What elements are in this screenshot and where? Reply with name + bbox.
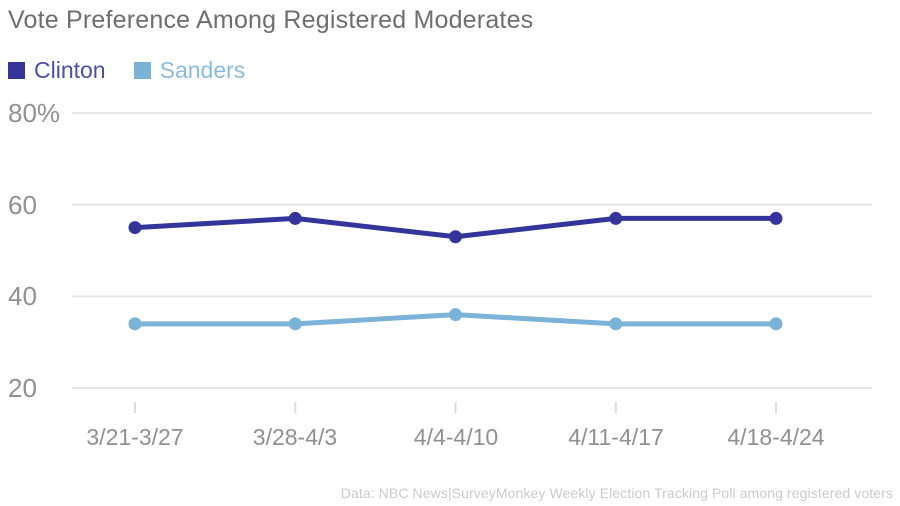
legend-label-sanders: Sanders: [159, 56, 246, 83]
x-axis-label-3: 4/4-4/10: [413, 424, 499, 450]
sanders-swatch-icon: [133, 61, 151, 79]
y-axis-tick-label-40: 40: [8, 281, 37, 312]
legend-label-clinton: Clinton: [34, 56, 106, 83]
y-axis-tick-label-60: 60: [8, 189, 37, 220]
x-axis-label-1: 3/21-3/27: [86, 424, 184, 450]
legend: Clinton Sanders: [8, 57, 273, 83]
clinton-swatch-icon: [8, 61, 25, 79]
legend-item-clinton: Clinton: [8, 56, 106, 83]
x-axis-label-2: 3/28-4/3: [252, 424, 338, 450]
chart-title: Vote Preference Among Registered Moderat…: [8, 6, 534, 34]
legend-item-sanders: Sanders: [133, 56, 246, 83]
y-axis-tick-label-20: 20: [8, 373, 37, 403]
y-axis-tick-label-80: 80%: [8, 98, 61, 128]
x-axis-label-4: 4/11-4/17: [568, 424, 664, 450]
source-attribution: Data: NBC News|SurveyMonkey Weekly Elect…: [340, 485, 893, 501]
x-axis-label-5: 4/18-4/24: [727, 424, 825, 450]
